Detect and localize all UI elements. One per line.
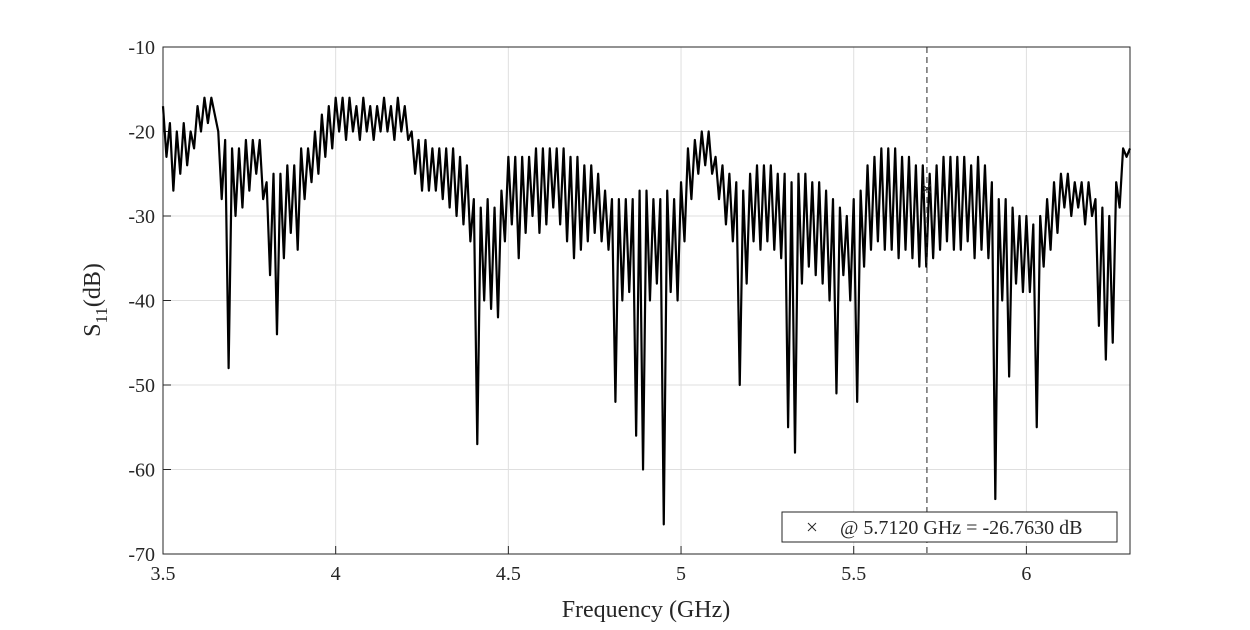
x-tick-label: 6 [1021, 563, 1031, 585]
y-label-subscript: 11 [92, 307, 111, 323]
y-label-symbol: S [80, 324, 106, 337]
x-tick-label: 4.5 [496, 563, 521, 585]
x-axis-label: Frequency (GHz) [562, 597, 731, 623]
x-tick-label: 5 [676, 563, 686, 585]
legend-symbol [807, 522, 817, 532]
x-tick-label: 3.5 [151, 563, 176, 585]
legend [781, 511, 1118, 543]
axis-box [162, 46, 1131, 555]
x-tick-label: 5.5 [841, 563, 866, 585]
y-label-unit: (dB) [80, 263, 106, 307]
y-tick-label: -40 [128, 291, 155, 313]
y-tick-label: -20 [128, 122, 155, 144]
y-tick-label: -70 [128, 544, 155, 566]
legend-label: @ 5.7120 GHz = -26.7630 dB [840, 517, 1082, 539]
marker-point [922, 184, 932, 194]
y-tick-label: -10 [128, 37, 155, 59]
x-tick-label: 4 [331, 563, 341, 585]
y-axis-label: S11(dB) [80, 263, 111, 337]
y-tick-label: -50 [128, 375, 155, 397]
y-tick-label: -30 [128, 206, 155, 228]
data-line [161, 96, 1132, 526]
y-tick-label: -60 [128, 460, 155, 482]
